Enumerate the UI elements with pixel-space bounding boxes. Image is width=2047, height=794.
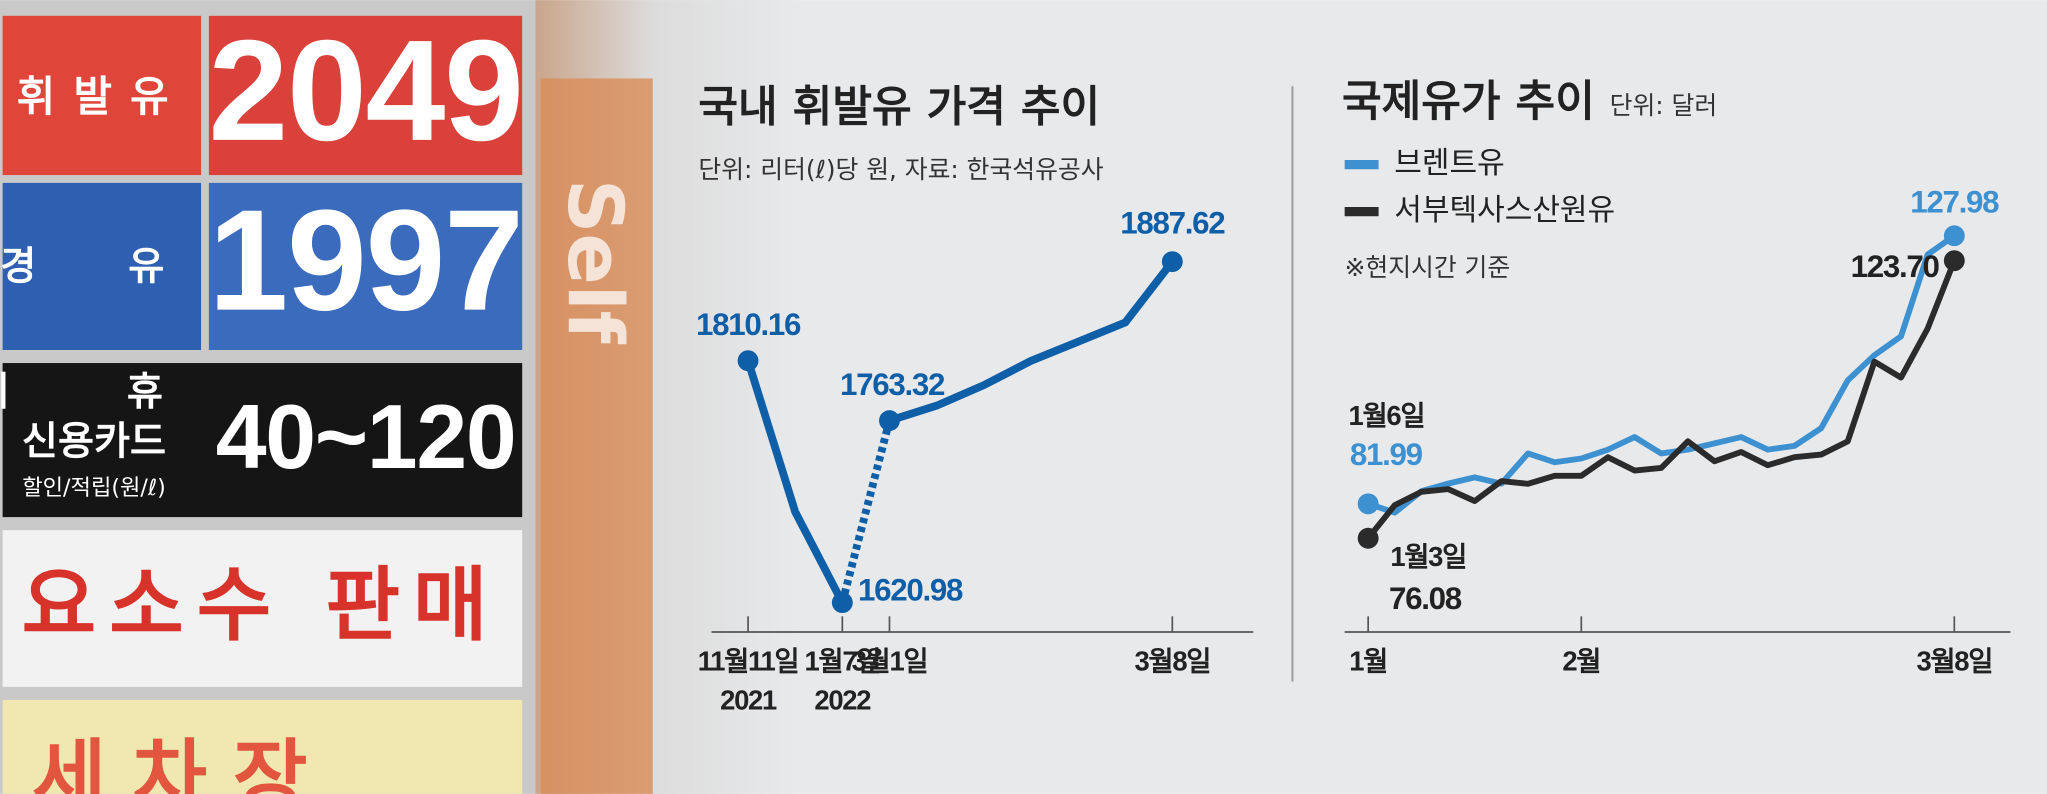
chart-subtitle: 단위: 리터(ℓ)당 원, 자료: 한국석유공사 bbox=[698, 155, 1103, 184]
point bbox=[1943, 250, 1965, 272]
pillar bbox=[540, 78, 653, 794]
sign-text: 제 휴 bbox=[0, 370, 215, 415]
data-label: 1810.16 bbox=[696, 307, 801, 342]
sign-row bbox=[208, 182, 523, 351]
point bbox=[1161, 251, 1183, 273]
chart-note: ※현지시간 기준 bbox=[1345, 253, 1511, 282]
x-tick-label: 3월8일 bbox=[1916, 646, 1992, 677]
annotation: 1월6일 bbox=[1349, 400, 1425, 431]
line bbox=[744, 359, 846, 605]
line bbox=[1367, 233, 1957, 516]
sign-text: 40~120 bbox=[216, 386, 516, 488]
chart-title: 국내 휘발유 가격 추이 bbox=[698, 82, 1100, 132]
x-tick-label: 11월11일 bbox=[698, 646, 799, 677]
data-label: 81.99 bbox=[1350, 437, 1423, 472]
point bbox=[831, 592, 853, 614]
point bbox=[1943, 225, 1965, 247]
sign-row bbox=[2, 15, 202, 176]
data-label: 127.98 bbox=[1910, 185, 1999, 220]
data-label: 1620.98 bbox=[858, 572, 963, 607]
sign-text: 요소수 판매 bbox=[22, 559, 501, 653]
sign-text: 휘발유 bbox=[17, 72, 187, 121]
line bbox=[888, 259, 1176, 425]
sign-text: 경 유 bbox=[0, 245, 203, 290]
sign-text: 1997 bbox=[208, 181, 522, 341]
x-tick-sublabel: 2022 bbox=[814, 685, 871, 716]
x-tick-label: 1월 bbox=[1349, 646, 1387, 677]
legend-label: 브렌트유 bbox=[1394, 146, 1504, 181]
sign-row bbox=[2, 182, 202, 351]
point bbox=[1357, 493, 1379, 515]
point bbox=[737, 350, 759, 372]
line-dotted bbox=[838, 419, 894, 604]
sign-row bbox=[208, 15, 523, 176]
legend-label: 서부텍사스산원유 bbox=[1394, 193, 1615, 228]
data-label: 1887.62 bbox=[1120, 205, 1225, 240]
sign-text: 2049 bbox=[208, 11, 522, 171]
point bbox=[1357, 527, 1379, 549]
annotation: 1월3일 bbox=[1390, 541, 1466, 572]
sign-row bbox=[2, 699, 523, 794]
sign-row bbox=[2, 530, 523, 687]
data-label: 76.08 bbox=[1389, 581, 1462, 616]
sign-text: 세차장 bbox=[32, 731, 334, 794]
point bbox=[879, 410, 900, 432]
chart-subtitle: 단위: 달러 bbox=[1610, 91, 1718, 120]
sign-text: 할인/적립(원/ℓ) bbox=[22, 475, 166, 501]
x-tick-label: 2월 bbox=[1562, 646, 1600, 677]
x-tick-label: 3월1일 bbox=[852, 646, 928, 677]
self-sign: Self bbox=[551, 179, 639, 345]
x-tick-label: 3월8일 bbox=[1134, 646, 1210, 677]
data-label: 1763.32 bbox=[840, 367, 945, 402]
sign-row bbox=[2, 363, 523, 518]
sign-text: 신용카드 bbox=[22, 419, 166, 464]
line bbox=[1365, 259, 1958, 541]
chart-title: 국제유가 추이 bbox=[1342, 77, 1595, 127]
x-tick-sublabel: 2021 bbox=[720, 685, 777, 716]
data-label: 123.70 bbox=[1851, 249, 1940, 284]
x-tick-label: 1월7일 bbox=[804, 646, 880, 677]
